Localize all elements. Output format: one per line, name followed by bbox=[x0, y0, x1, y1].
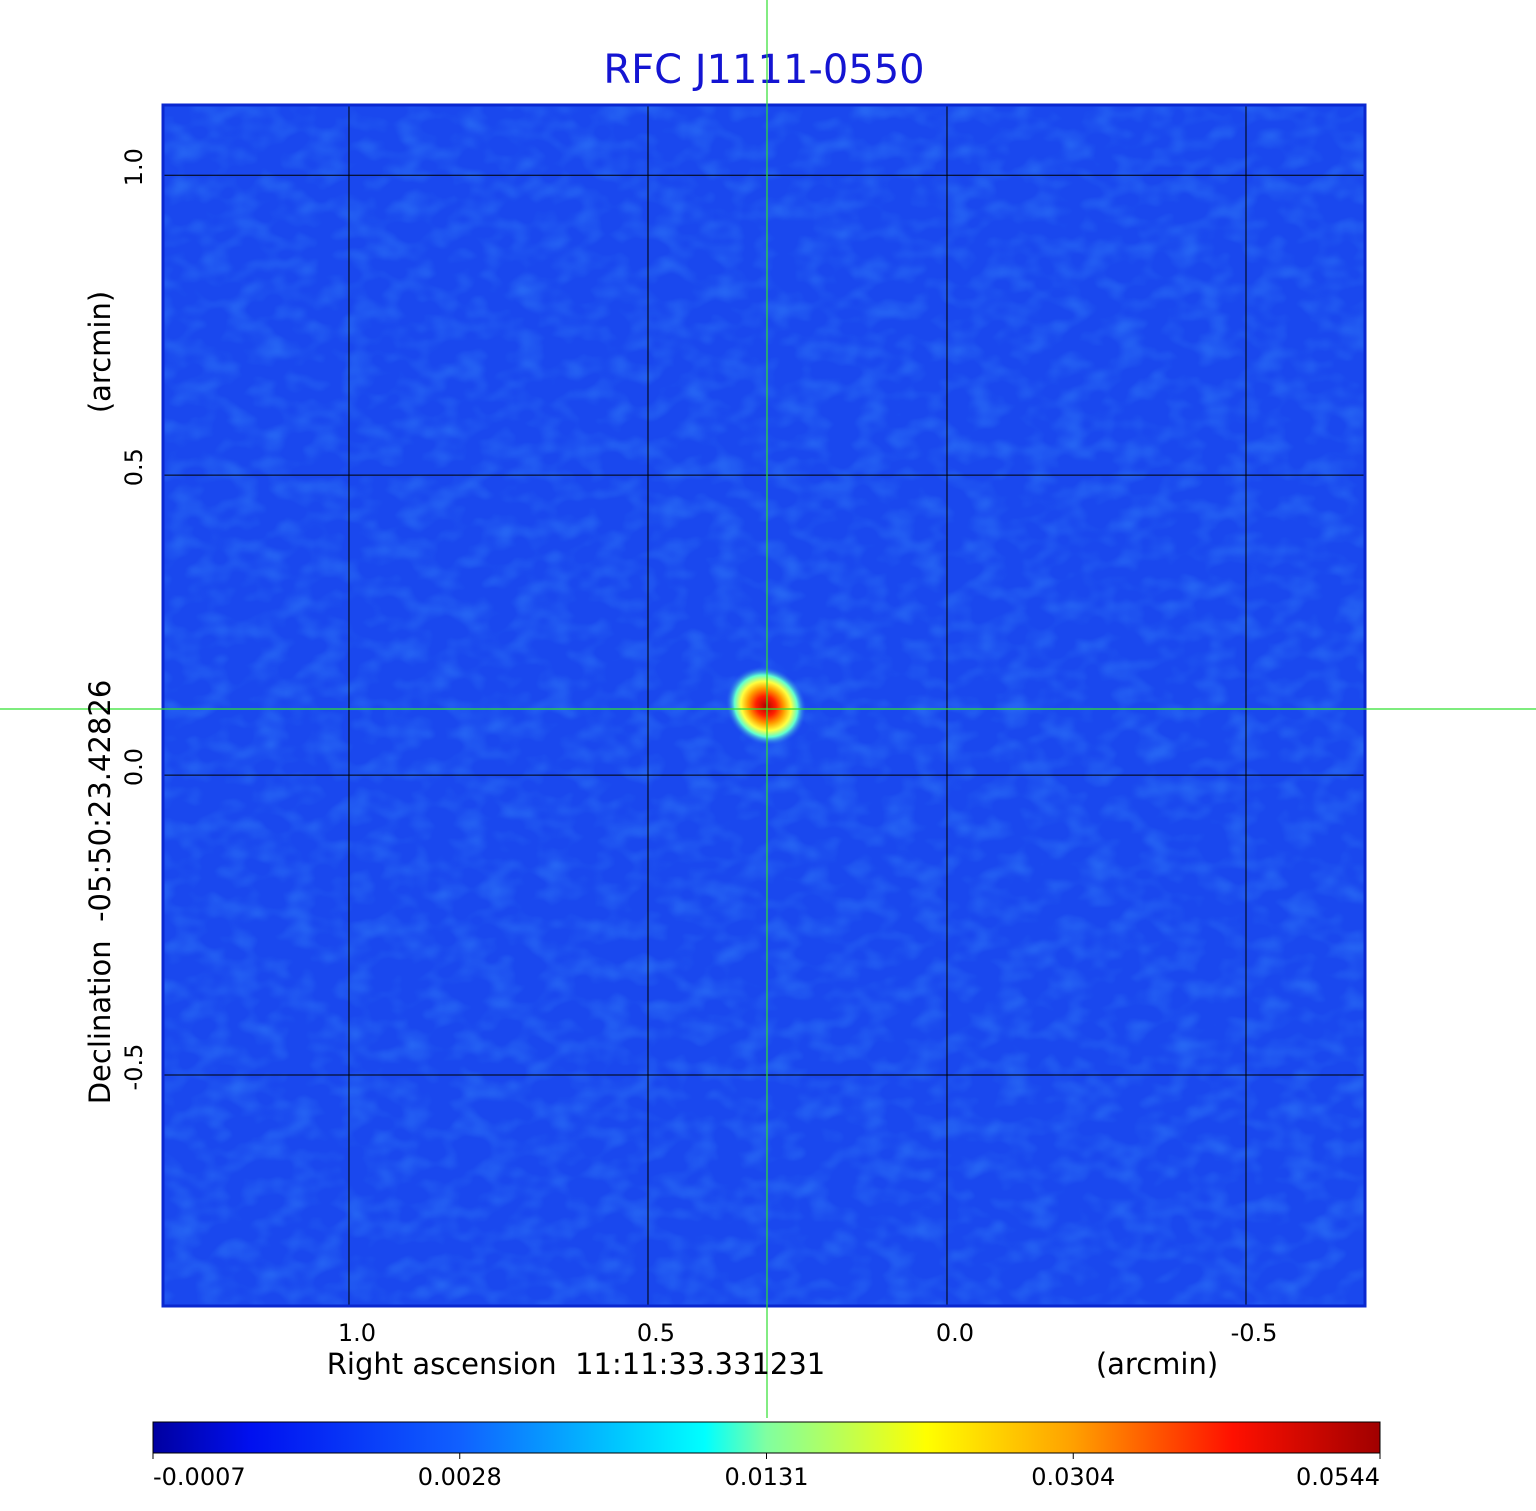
x-tick-label: 0.0 bbox=[936, 1319, 974, 1347]
x-tick-label: 0.5 bbox=[637, 1319, 675, 1347]
colorbar-tick-label: 0.0304 bbox=[1031, 1463, 1115, 1491]
plot-frame bbox=[161, 103, 1367, 1308]
colorbar-tick-label: -0.0007 bbox=[153, 1463, 246, 1491]
y-tick-label: 1.0 bbox=[120, 148, 148, 186]
source bbox=[725, 666, 807, 746]
image bbox=[163, 105, 1365, 1306]
y-tick-label: 0.5 bbox=[120, 448, 148, 486]
colorbar-tick-label: 0.0544 bbox=[1296, 1463, 1380, 1491]
chart-title: RFC J1111-0550 bbox=[603, 47, 924, 93]
y-axis-unit: (arcmin) bbox=[83, 291, 117, 413]
y-tick-label: -0.5 bbox=[120, 1044, 148, 1091]
x-tick-label: 1.0 bbox=[338, 1319, 376, 1347]
colorbar bbox=[152, 1421, 1381, 1454]
x-axis-label: Right ascension 11:11:33.331231 bbox=[327, 1347, 826, 1381]
colorbar-tick-label: 0.0028 bbox=[418, 1463, 502, 1491]
x-tick-label: -0.5 bbox=[1231, 1319, 1278, 1347]
colorbar-tick-label: 0.0131 bbox=[725, 1463, 809, 1491]
y-axis-label: Declination -05:50:23.42826 bbox=[83, 680, 117, 1105]
y-tick-label: 0.0 bbox=[120, 748, 148, 786]
x-axis-unit: (arcmin) bbox=[1096, 1347, 1218, 1381]
